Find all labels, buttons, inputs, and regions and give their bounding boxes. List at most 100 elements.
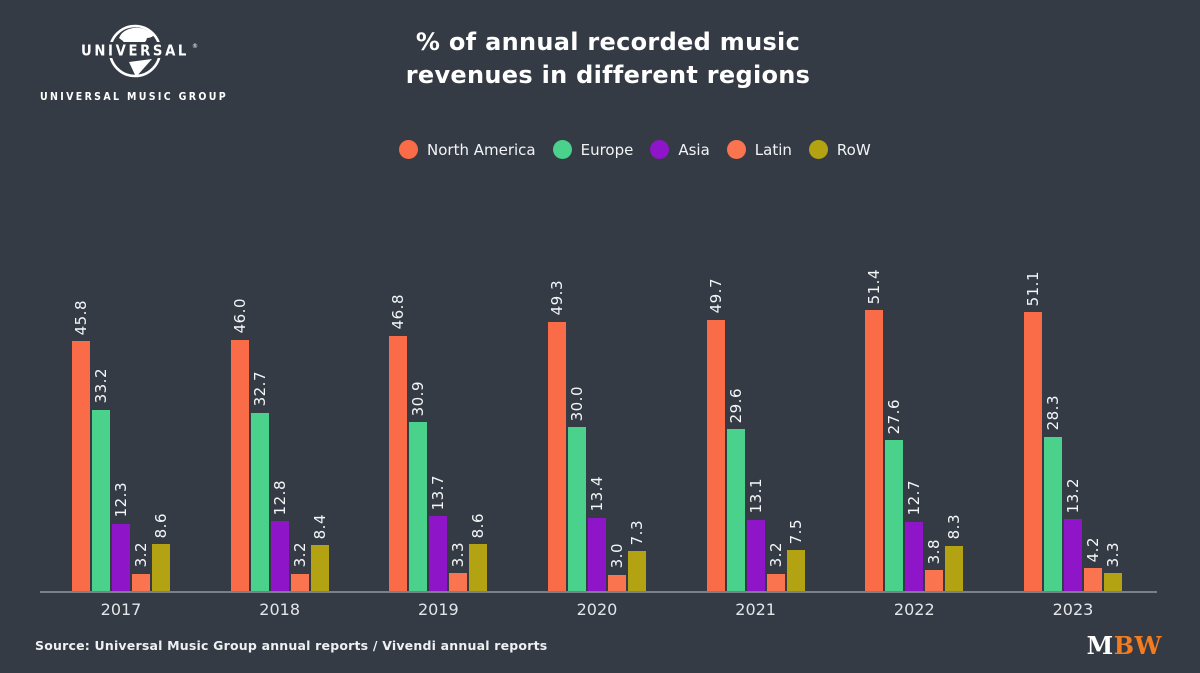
bar-value-label-asia-2022: 12.7 [905, 480, 924, 516]
umg-logo-subtext: UNIVERSAL MUSIC GROUP [40, 91, 228, 103]
bar-north-america-2021 [706, 319, 725, 591]
bar-value-label-asia-2018: 12.8 [270, 479, 289, 516]
bar-group-2022: 51.4 27.6 12.7 3.8 8.3 [865, 269, 964, 591]
bar-value-label-latin-2017: 3.2 [132, 542, 150, 568]
bar-value-label-row-2021: 7.5 [786, 518, 805, 544]
bar-row-2018 [310, 545, 329, 591]
bar-group-2021: 49.7 29.6 13.1 3.2 7.5 [706, 278, 805, 591]
bar-group-2017: 45.8 33.2 12.3 3.2 8.6 [72, 299, 170, 591]
legend-item-north-america: North America [399, 140, 536, 159]
bar-latin-2020 [607, 574, 626, 591]
bar-column-europe-2019: 30.9 [409, 380, 428, 591]
bar-value-label-europe-2022: 27.6 [885, 398, 904, 435]
umg-logo-wordmark: UNIVERSAL [81, 42, 189, 60]
bar-column-row-2023: 3.3 [1103, 541, 1122, 591]
bar-value-label-latin-2020: 3.0 [607, 543, 626, 569]
mbw-logo-m: M [1086, 631, 1114, 660]
bar-latin-2018 [290, 573, 309, 591]
bar-group-2019: 46.8 30.9 13.7 3.3 8.6 [389, 294, 488, 591]
bar-europe-2020 [567, 427, 586, 591]
bar-value-label-latin-2022: 3.8 [925, 538, 944, 565]
bar-value-label-latin-2023: 4.2 [1083, 536, 1102, 563]
bar-column-north-america-2023: 51.1 [1023, 271, 1042, 591]
bar-value-label-north-america-2019: 46.8 [389, 294, 408, 330]
bar-north-america-2018 [230, 339, 249, 591]
bar-value-label-latin-2021: 3.2 [766, 542, 785, 568]
legend-label: Asia [678, 140, 710, 159]
bar-value-label-north-america-2017: 45.8 [72, 299, 90, 335]
bar-column-europe-2023: 28.3 [1043, 395, 1062, 591]
bar-column-north-america-2017: 45.8 [72, 299, 90, 591]
bar-column-asia-2017: 12.3 [112, 482, 130, 591]
bar-value-label-europe-2017: 33.2 [92, 368, 110, 404]
bar-column-asia-2020: 13.4 [587, 476, 606, 591]
bar-column-latin-2023: 4.2 [1083, 536, 1102, 591]
bar-column-latin-2017: 3.2 [132, 542, 150, 591]
bar-asia-2021 [746, 519, 765, 591]
legend-item-row: RoW [808, 140, 871, 159]
bar-europe-2019 [409, 422, 428, 591]
bar-value-label-latin-2018: 3.2 [290, 542, 309, 568]
bar-column-latin-2018: 3.2 [290, 542, 309, 591]
bar-value-label-row-2023: 3.3 [1103, 541, 1122, 567]
bar-value-label-row-2018: 8.4 [310, 513, 329, 540]
bar-group-2018: 46.0 32.7 12.8 3.2 8.4 [230, 298, 329, 591]
x-axis-label-2017: 2017 [100, 600, 142, 619]
bar-column-north-america-2021: 49.7 [706, 278, 725, 591]
bar-column-asia-2018: 12.8 [270, 479, 289, 591]
bar-value-label-europe-2019: 30.9 [409, 380, 428, 417]
bar-row-2017 [152, 544, 170, 591]
bar-north-america-2017 [72, 340, 90, 591]
legend-label: North America [427, 140, 536, 159]
bar-column-asia-2021: 13.1 [746, 478, 765, 591]
bar-column-latin-2019: 3.3 [449, 542, 468, 591]
bar-column-row-2018: 8.4 [310, 513, 329, 591]
bar-value-label-north-america-2018: 46.0 [230, 298, 249, 334]
bar-asia-2023 [1063, 518, 1082, 591]
mbw-logo-bw: BW [1113, 631, 1162, 660]
bar-north-america-2022 [865, 310, 884, 591]
bar-europe-2023 [1043, 436, 1062, 591]
chart-legend: North America Europe Asia Latin RoW [399, 140, 871, 159]
bar-value-label-row-2017: 8.6 [152, 512, 170, 538]
legend-swatch-europe-icon [552, 140, 572, 159]
bar-north-america-2019 [389, 335, 408, 591]
bar-column-europe-2017: 33.2 [92, 368, 110, 591]
bar-column-row-2020: 7.3 [627, 520, 646, 591]
bar-europe-2022 [885, 440, 904, 591]
bar-chart-plot-area: 45.8 33.2 12.3 3.2 8.6 46.0 32.7 12.8 3.2 8.4 46.8… [40, 260, 1157, 593]
legend-item-europe: Europe [552, 140, 634, 159]
bar-column-asia-2019: 13.7 [429, 474, 448, 591]
bar-column-latin-2020: 3.0 [607, 543, 626, 591]
bar-group-2023: 51.1 28.3 13.2 4.2 3.3 [1023, 271, 1122, 591]
bar-column-row-2022: 8.3 [945, 514, 964, 591]
bar-north-america-2023 [1023, 312, 1042, 591]
bar-row-2019 [469, 544, 488, 591]
x-axis-label-2022: 2022 [893, 600, 935, 619]
bar-value-label-asia-2019: 13.7 [429, 474, 448, 511]
bar-column-north-america-2018: 46.0 [230, 298, 249, 591]
bar-column-row-2021: 7.5 [786, 518, 805, 591]
x-axis-labels: 2017 2018 2019 2020 2021 2022 2023 [40, 600, 1157, 619]
source-attribution: Source: Universal Music Group annual rep… [35, 638, 548, 653]
bar-column-europe-2020: 30.0 [567, 386, 586, 591]
bar-column-asia-2023: 13.2 [1063, 477, 1082, 591]
legend-label: RoW [836, 140, 871, 159]
bar-asia-2018 [270, 521, 289, 591]
legend-item-asia: Asia [650, 140, 710, 159]
legend-swatch-latin-icon [726, 140, 746, 159]
bar-value-label-europe-2018: 32.7 [250, 371, 269, 407]
mbw-logo: MBW [1087, 631, 1162, 660]
bar-value-label-europe-2023: 28.3 [1043, 395, 1062, 431]
bar-asia-2020 [587, 517, 606, 591]
bar-latin-2022 [925, 570, 944, 591]
bar-value-label-north-america-2021: 49.7 [706, 278, 725, 314]
bar-column-europe-2018: 32.7 [250, 371, 269, 591]
bar-column-asia-2022: 12.7 [905, 480, 924, 591]
bar-column-europe-2021: 29.6 [726, 388, 745, 591]
bar-asia-2019 [429, 516, 448, 591]
bar-value-label-asia-2021: 13.1 [746, 478, 765, 514]
legend-swatch-north-america-icon [399, 140, 418, 159]
bar-value-label-asia-2023: 13.2 [1063, 477, 1082, 513]
legend-label: Europe [580, 140, 634, 159]
